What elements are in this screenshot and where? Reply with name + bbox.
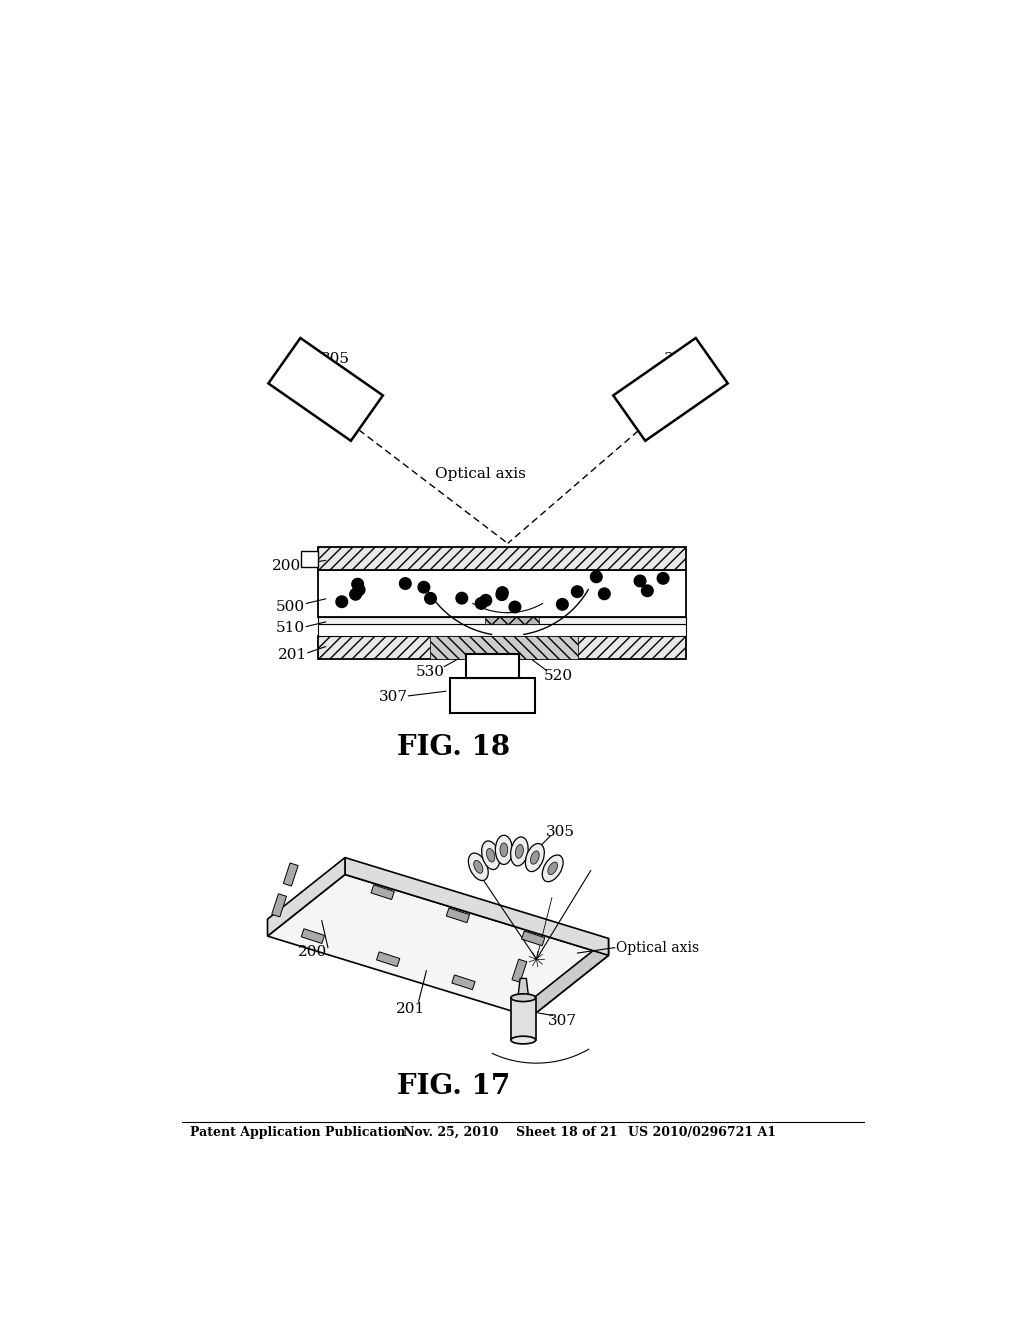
Circle shape (480, 594, 492, 606)
Polygon shape (430, 636, 578, 659)
Circle shape (425, 593, 436, 605)
Circle shape (634, 576, 646, 586)
Ellipse shape (500, 843, 508, 857)
Ellipse shape (530, 851, 540, 865)
Polygon shape (317, 570, 686, 616)
Polygon shape (518, 978, 528, 998)
Polygon shape (271, 894, 287, 917)
Ellipse shape (525, 843, 545, 871)
Ellipse shape (511, 994, 536, 1002)
Polygon shape (317, 636, 686, 659)
Text: 520: 520 (544, 669, 572, 682)
Circle shape (496, 589, 508, 601)
Ellipse shape (515, 845, 523, 858)
Ellipse shape (474, 861, 483, 874)
Text: 201: 201 (396, 1002, 426, 1016)
Polygon shape (267, 858, 345, 936)
Ellipse shape (481, 841, 500, 870)
Polygon shape (446, 908, 470, 923)
Polygon shape (512, 960, 526, 982)
Circle shape (399, 578, 411, 589)
Circle shape (456, 593, 468, 605)
Text: US 2010/0296721 A1: US 2010/0296721 A1 (628, 1126, 776, 1139)
Polygon shape (268, 338, 383, 441)
Circle shape (598, 587, 610, 599)
Text: Patent Application Publication: Patent Application Publication (190, 1126, 406, 1139)
Text: 500: 500 (276, 599, 305, 614)
Text: FIG. 18: FIG. 18 (397, 734, 510, 760)
Polygon shape (284, 863, 298, 886)
Polygon shape (317, 616, 686, 624)
Bar (450, 678, 535, 713)
Circle shape (353, 583, 365, 595)
Polygon shape (452, 975, 475, 990)
Polygon shape (317, 624, 686, 636)
Text: 530: 530 (416, 665, 444, 678)
Text: 201: 201 (278, 648, 307, 663)
Ellipse shape (468, 853, 488, 880)
Ellipse shape (486, 849, 495, 862)
Circle shape (350, 589, 361, 601)
Polygon shape (301, 929, 325, 944)
Circle shape (497, 587, 508, 598)
Text: 307: 307 (548, 1014, 577, 1028)
Text: FIG. 17: FIG. 17 (397, 1073, 510, 1100)
Polygon shape (317, 548, 686, 570)
Bar (466, 653, 518, 678)
Bar (511, 998, 536, 1040)
Text: 510: 510 (276, 622, 305, 635)
Circle shape (475, 598, 487, 610)
Circle shape (641, 585, 653, 597)
Circle shape (509, 601, 521, 612)
Circle shape (571, 586, 583, 598)
Circle shape (352, 578, 364, 590)
Polygon shape (345, 858, 608, 956)
Circle shape (657, 573, 669, 585)
Polygon shape (377, 952, 399, 966)
Polygon shape (484, 616, 539, 624)
Text: 307: 307 (379, 690, 408, 705)
Circle shape (591, 572, 602, 582)
Polygon shape (371, 884, 394, 899)
Text: Sheet 18 of 21: Sheet 18 of 21 (515, 1126, 617, 1139)
Polygon shape (301, 552, 317, 566)
Text: 305: 305 (322, 351, 350, 366)
Ellipse shape (511, 837, 528, 866)
Circle shape (418, 581, 430, 593)
Text: 200: 200 (272, 560, 301, 573)
Ellipse shape (548, 862, 557, 875)
Polygon shape (521, 931, 545, 945)
Text: Nov. 25, 2010: Nov. 25, 2010 (403, 1126, 499, 1139)
Circle shape (336, 595, 347, 607)
Text: Optical axis: Optical axis (616, 941, 699, 954)
Ellipse shape (543, 855, 563, 882)
Circle shape (557, 598, 568, 610)
Polygon shape (267, 874, 608, 1016)
Polygon shape (613, 338, 728, 441)
Text: 200: 200 (298, 945, 327, 958)
Text: Optical axis: Optical axis (435, 467, 526, 480)
Text: 305: 305 (546, 825, 574, 840)
Polygon shape (531, 939, 608, 1016)
Ellipse shape (496, 836, 512, 865)
Text: 305: 305 (664, 351, 693, 366)
Ellipse shape (511, 1036, 536, 1044)
